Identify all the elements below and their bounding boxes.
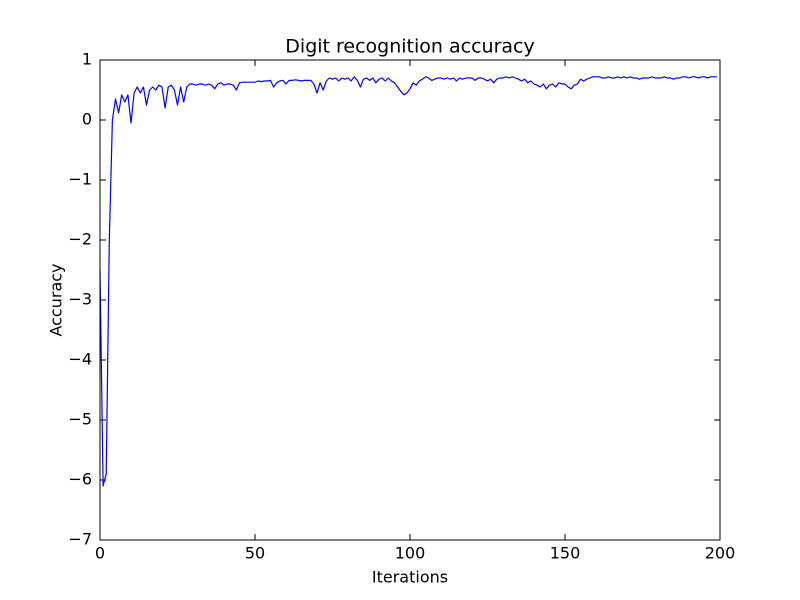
y-tick-label: 1 <box>82 50 92 69</box>
y-tick-label: −4 <box>68 350 92 369</box>
x-tick-label: 100 <box>395 544 426 563</box>
y-tick-label: −3 <box>68 290 92 309</box>
x-tick-label: 0 <box>95 544 105 563</box>
data-line <box>99 76 717 487</box>
chart-title: Digit recognition accuracy <box>285 36 534 58</box>
y-tick-label: −1 <box>68 170 92 189</box>
x-axis-label: Iterations <box>372 568 448 587</box>
y-tick-label: −5 <box>68 410 92 429</box>
y-tick-label: −2 <box>68 230 92 249</box>
x-tick-label: 150 <box>550 544 581 563</box>
plot-frame <box>99 59 721 541</box>
y-tick-label: 0 <box>82 110 92 129</box>
y-tick-label: −7 <box>68 530 92 549</box>
y-tick-label: −6 <box>68 470 92 489</box>
x-tick-label: 50 <box>245 544 265 563</box>
x-tick-label: 200 <box>705 544 736 563</box>
y-axis-label: Accuracy <box>47 263 66 336</box>
